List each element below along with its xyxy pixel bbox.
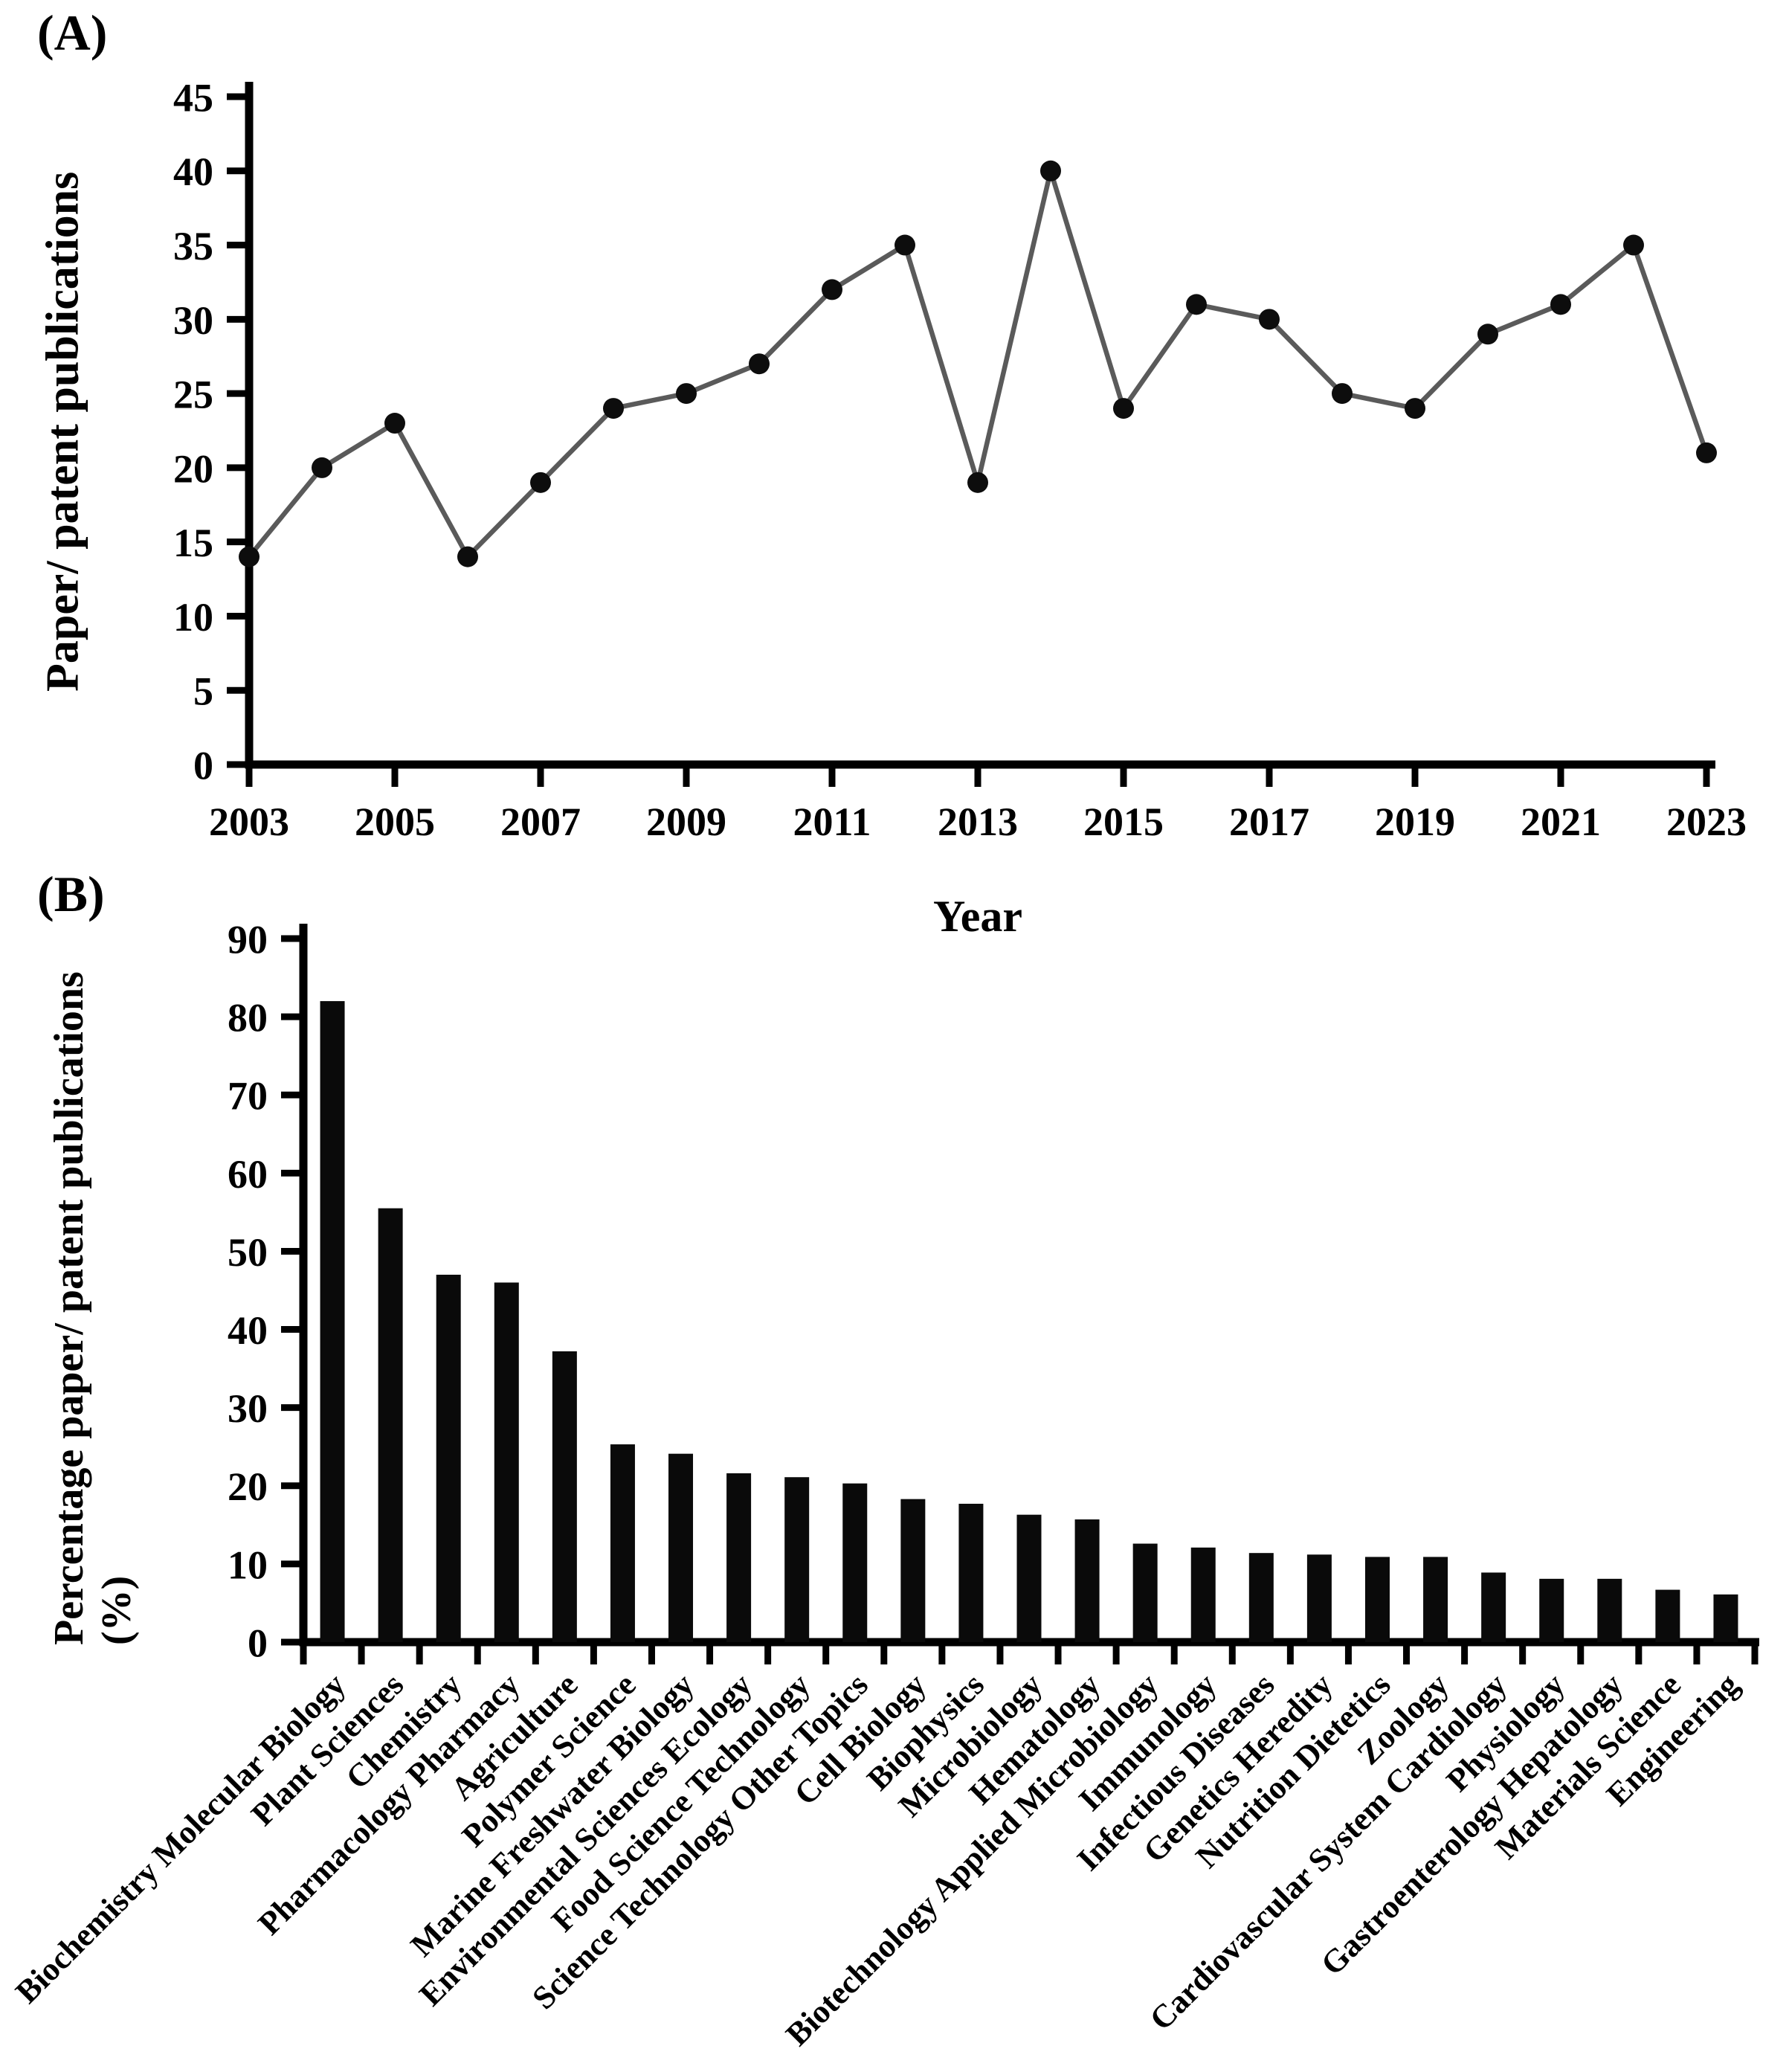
data-point [1405,398,1425,419]
panel-a-y-tick-label: 25 [173,373,213,417]
panel-a-x-tick-label: 2019 [1375,799,1455,844]
data-point [967,472,988,493]
data-point [1040,160,1061,181]
data-point [384,413,405,434]
data-point [1259,309,1280,330]
panel-a-x-axis-title: Year [933,892,1022,941]
data-point [312,457,332,478]
bar [1074,1519,1100,1642]
line-series [246,168,1709,559]
bar [1713,1594,1738,1642]
panel-a-x-tick-label: 2015 [1083,799,1164,844]
panel-a-y-tick-label: 30 [173,298,213,343]
bar [668,1453,694,1642]
panel-a-x-tick-label: 2003 [209,799,289,844]
bar [1306,1554,1332,1642]
bar [610,1444,635,1642]
bar [1248,1553,1274,1642]
bar [1481,1572,1506,1642]
bar [1132,1543,1158,1642]
bar [1423,1557,1448,1642]
panel-a-x-tick-label: 2017 [1229,799,1309,844]
panel-b-y-tick-label: 90 [228,917,268,962]
panel-b-y-tick-label: 40 [228,1308,268,1353]
panel-b-y-tick-label: 0 [248,1621,268,1665]
panel-a-y-tick-label: 35 [173,224,213,268]
panel-b-y-tick-label: 10 [228,1542,268,1587]
panel-b-label: (B) [37,866,105,922]
data-point [1550,294,1571,315]
panel-b-y-tick-label: 50 [228,1230,268,1275]
panel-a-y-tick-label: 40 [173,149,213,194]
panel-a-y-tick-label: 10 [173,595,213,640]
bar [1539,1578,1564,1642]
panel-b-y-tick-label: 60 [228,1152,268,1197]
bar [494,1282,519,1642]
panel-b-y-tick-label: 80 [228,996,268,1040]
bar [1190,1547,1216,1642]
panel-a-x-tick-label: 2007 [500,799,581,844]
panel-b-y-tick-label: 70 [228,1074,268,1119]
data-point [1623,234,1644,256]
data-point [603,398,624,419]
bar [320,1001,345,1642]
data-point [1477,324,1498,345]
panel-a-y-tick-label: 15 [173,521,213,565]
data-point [749,353,770,375]
panel-a-y-tick-label: 45 [173,75,213,120]
panel-b-y-tick-label: 20 [228,1464,268,1509]
bar [842,1483,868,1642]
bar [1655,1589,1680,1642]
data-point [1696,442,1717,463]
data-point [239,546,260,567]
panel-a-x-tick-label: 2023 [1666,799,1747,844]
panel-b-y-tick-label: 30 [228,1386,268,1431]
data-point [457,546,478,567]
panel-a-x-tick-label: 2011 [793,799,871,844]
panel-a-y-tick-label: 5 [193,669,213,714]
bar [436,1274,461,1642]
data-point [1186,294,1207,315]
panel-a-label: (A) [37,4,108,61]
panel-a-x-tick-label: 2009 [646,799,726,844]
data-point [1332,383,1353,405]
data-point [894,234,915,256]
bar [1016,1514,1042,1642]
data-point [1113,398,1134,419]
panel-a-y-tick-label: 20 [173,446,213,491]
bar [1597,1578,1622,1642]
panel-a-x-tick-label: 2021 [1521,799,1601,844]
bar [552,1351,577,1642]
panel-a-x-tick-label: 2005 [355,799,435,844]
bar [378,1208,403,1642]
panel-a-y-tick-label: 0 [193,743,213,788]
panel-a-x-tick-label: 2013 [938,799,1018,844]
bar [1364,1557,1390,1642]
data-point [676,383,697,405]
data-point [530,472,551,493]
bar [784,1477,810,1642]
bar [958,1503,984,1642]
bar [726,1473,752,1642]
category-label: Biochemistry Molecular Biology [8,1666,352,2010]
data-point [822,279,842,300]
bar [900,1499,926,1642]
